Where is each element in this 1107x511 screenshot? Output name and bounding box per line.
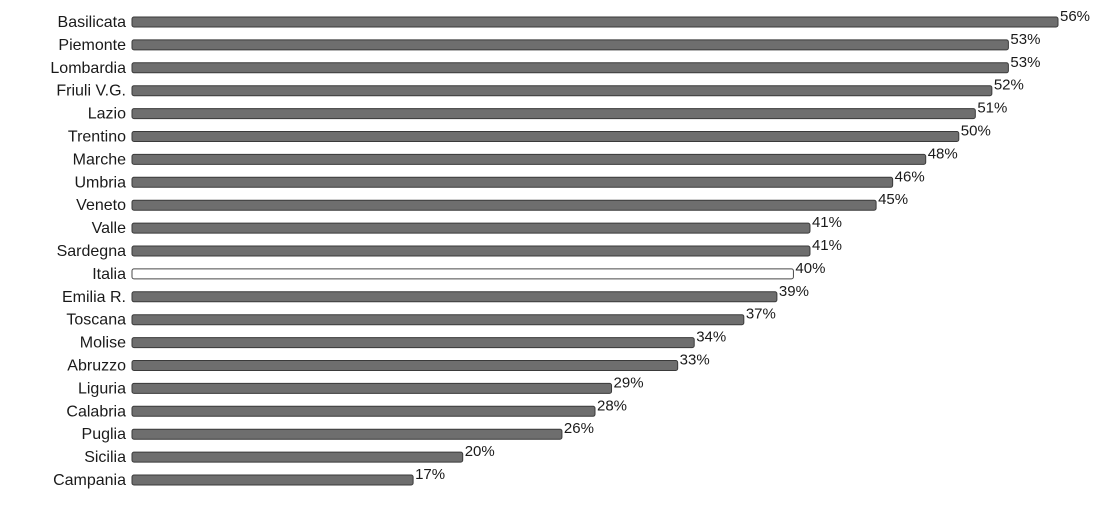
bar-molise [131,337,695,349]
category-label: Lombardia [50,60,126,77]
value-label: 50% [961,123,991,140]
category-label: Basilicata [58,14,127,31]
value-label: 48% [928,145,958,162]
value-label: 28% [597,397,627,414]
value-label: 29% [614,374,644,391]
value-label: 26% [564,420,594,437]
category-label: Trentino [68,129,126,146]
bar-sicilia [131,451,464,463]
value-label: 40% [795,260,825,277]
value-label: 20% [465,443,495,460]
category-label: Emilia R. [62,289,126,306]
bar-puglia [131,428,563,440]
category-labels-group: Basilicata Piemonte Lombardia Friuli V.G. La… [50,14,126,489]
value-label: 45% [878,191,908,208]
category-label: Puglia [82,426,127,443]
bars-group [131,16,1059,486]
bar-liguria [131,382,613,394]
category-label: Umbria [74,174,126,191]
category-label: Calabria [66,403,126,420]
bar-umbria [131,176,894,188]
category-label: Italia [92,266,126,283]
value-label: 39% [779,283,809,300]
bar-lazio [131,108,976,120]
value-labels-group: 56%53%53%52%51%50%48%46%45%41%41%40%39%3… [415,8,1090,483]
bar-calabria [131,405,596,417]
bar-piemonte [131,39,1009,51]
bar-emilia-r [131,291,778,303]
bar-abruzzo [131,360,679,371]
category-label: Sicilia [84,449,126,466]
value-label: 53% [1010,54,1040,71]
bar-veneto [131,199,877,211]
value-label: 17% [415,466,445,483]
category-label: Lazio [88,106,126,123]
bar-toscana [131,314,745,326]
value-label: 46% [895,168,925,185]
category-label: Molise [80,335,126,352]
category-label: Friuli V.G. [56,83,126,100]
value-label: 52% [994,77,1024,94]
value-label: 33% [680,352,710,369]
value-label: 41% [812,237,842,254]
bar-italia [131,268,794,280]
bar-sardegna [131,245,811,257]
category-label: Marche [73,151,126,168]
value-label: 41% [812,214,842,231]
value-label: 34% [696,329,726,346]
value-label: 37% [746,306,776,323]
category-label: Valle [92,220,126,237]
category-label: Abruzzo [67,358,126,375]
bar-lombardia [131,62,1009,74]
category-label: Liguria [78,380,126,397]
bar-basilicata [131,16,1059,28]
bar-trentino [131,131,960,142]
value-label: 51% [977,100,1007,117]
category-label: Veneto [76,197,126,214]
bar-friuli-v-g [131,85,993,97]
bar-marche [131,153,927,165]
category-label: Sardegna [57,243,126,260]
value-label: 56% [1060,8,1090,25]
value-label: 53% [1010,31,1040,48]
category-label: Piemonte [58,37,126,54]
category-label: Toscana [66,312,126,329]
bar-valle [131,222,811,234]
category-label: Campania [53,472,126,489]
bar-campania [131,474,414,486]
